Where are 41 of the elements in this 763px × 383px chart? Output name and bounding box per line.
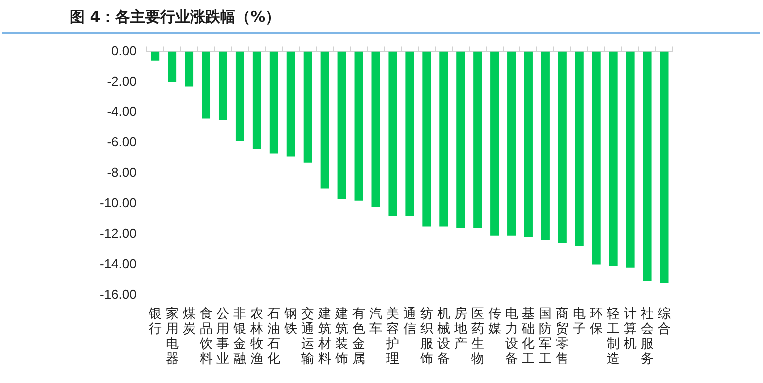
x-tick-label: 美容护理 [385, 306, 400, 367]
x-tick-label: 纺织服饰 [419, 307, 434, 367]
x-tick-label: 家用电器 [166, 306, 179, 367]
x-tick-label: 商贸零售 [556, 307, 570, 367]
x-tick-label: 综合 [658, 307, 672, 337]
x-tick-label: 汽车 [369, 307, 382, 337]
y-tick-label: 0.00 [112, 43, 137, 58]
x-tick-label: 农林牧渔 [250, 307, 264, 367]
chart-title: 图 4：各主要行业涨跌幅（%） [2, 0, 760, 34]
x-tick-label: 社会服务 [641, 307, 654, 367]
y-tick-label: -12.00 [100, 226, 137, 241]
y-tick-label: -2.00 [107, 74, 137, 89]
x-tick-label: 有色金属 [352, 307, 366, 367]
x-tick-label: 基础化工 [521, 307, 536, 367]
x-tick-label: 轻工制造 [607, 307, 620, 367]
x-tick-label: 石油石化 [268, 307, 281, 367]
y-tick-label: -16.00 [100, 286, 137, 302]
y-tick-label: -6.00 [107, 134, 137, 150]
y-tick-label: -10.00 [100, 196, 137, 211]
x-tick-label: 银行 [148, 307, 162, 337]
x-tick-label: 非银金融 [232, 307, 247, 367]
x-tick-label: 煤炭 [182, 307, 196, 337]
x-tick-label: 房地产 [453, 306, 468, 352]
x-tick-label: 交通运输 [302, 306, 315, 367]
y-tick-label: -8.00 [107, 165, 137, 180]
x-tick-label: 钢铁 [284, 307, 298, 337]
y-tick-label: -4.00 [107, 104, 137, 120]
x-tick-label: 食品饮料 [198, 307, 213, 367]
x-tick-label: 计算机 [624, 307, 638, 352]
x-tick-label: 环保 [590, 307, 604, 337]
x-tick-label: 机械设备 [437, 307, 450, 367]
x-tick-label: 电力设备 [505, 307, 518, 367]
x-tick-label: 建筑材料 [318, 307, 332, 367]
x-tick-label: 电子 [573, 307, 586, 337]
y-tick-label: -14.00 [100, 256, 137, 272]
x-tick-label: 建筑装饰 [334, 307, 349, 367]
x-tick-label: 通信 [403, 307, 416, 337]
x-tick-label: 医药生物 [471, 307, 484, 367]
x-tick-label: 传媒 [488, 307, 502, 337]
x-tick-label: 公用事业 [216, 307, 230, 367]
x-tick-label: 国防军工 [539, 307, 552, 367]
